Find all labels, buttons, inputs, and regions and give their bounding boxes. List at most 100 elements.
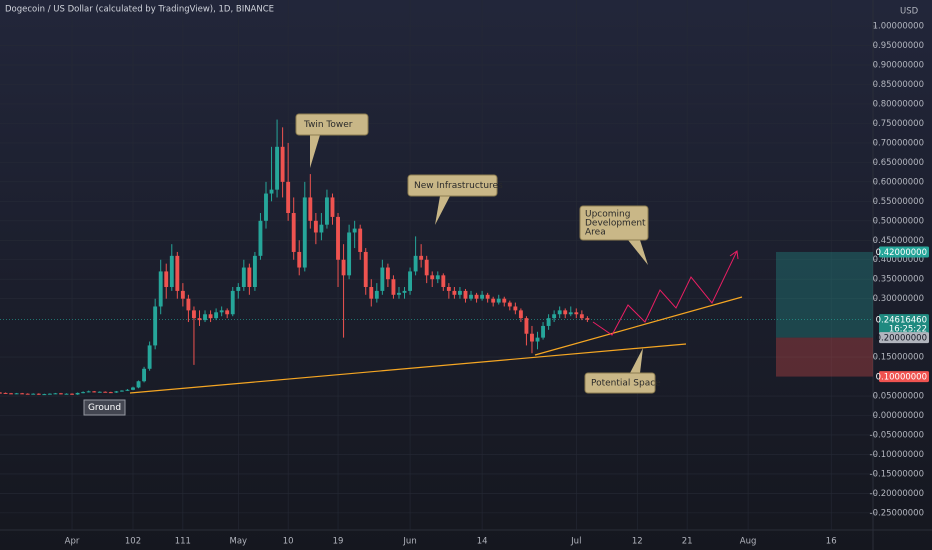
candle-body xyxy=(252,255,257,288)
loss-zone xyxy=(776,337,873,377)
price-tag-label: 0.20000000 xyxy=(876,334,927,344)
candle-body xyxy=(230,290,235,315)
y-tick-label: 0.55000000 xyxy=(873,197,924,207)
x-tick-label: May xyxy=(229,537,247,547)
candle-body xyxy=(574,312,579,315)
candle-body xyxy=(175,255,180,291)
candle-body xyxy=(164,271,169,288)
x-tick-label: Jun xyxy=(402,537,416,547)
y-tick-label: 0.00000000 xyxy=(873,411,924,421)
price-tag xyxy=(879,332,929,344)
candle-body xyxy=(269,189,274,194)
y-tick-label: 0.40000000 xyxy=(873,255,924,265)
y-tick-label: 0.45000000 xyxy=(873,236,924,246)
callout-tail xyxy=(310,135,320,168)
label-text: Ground xyxy=(88,403,121,413)
candle-body xyxy=(119,390,124,392)
candle-body xyxy=(325,197,329,225)
candle-body xyxy=(441,275,446,288)
x-tick-label: 10 xyxy=(283,537,294,547)
candle-body xyxy=(430,275,435,280)
candle-body xyxy=(491,298,496,303)
price-tag xyxy=(879,246,929,258)
price-tag xyxy=(879,314,929,335)
candle-body xyxy=(203,314,207,321)
candle-body xyxy=(9,393,14,395)
y-tick-label: 0.65000000 xyxy=(873,158,924,168)
y-tick-label: 0.75000000 xyxy=(873,119,924,129)
projection-path xyxy=(592,250,738,336)
callout-box xyxy=(295,113,369,136)
candle-body xyxy=(452,290,457,295)
candle-body xyxy=(108,392,113,394)
y-tick-label: 1.00000000 xyxy=(873,22,924,32)
callout: Twin Tower xyxy=(295,113,369,168)
position-zones xyxy=(0,251,873,377)
label: Ground xyxy=(83,399,126,416)
y-tick-label: 0.05000000 xyxy=(873,392,924,402)
candle-body xyxy=(457,290,462,295)
candle-body xyxy=(147,345,152,369)
candle-body xyxy=(31,393,36,395)
candle-body xyxy=(435,275,440,280)
y-tick-label: 0.90000000 xyxy=(873,61,924,71)
candle-body xyxy=(241,267,246,288)
candle-body xyxy=(535,337,540,342)
candle-body xyxy=(363,251,368,288)
candle-body xyxy=(225,310,230,315)
candle-body xyxy=(513,306,518,311)
y-tick-label: 0.70000000 xyxy=(873,138,924,148)
currency-label: USD xyxy=(900,7,919,17)
x-tick-label: 14 xyxy=(477,537,488,547)
y-tick-label: -0.25000000 xyxy=(870,508,924,518)
trend-line xyxy=(534,296,743,356)
candle-body xyxy=(64,393,69,395)
candle-body xyxy=(402,290,407,293)
callout-box xyxy=(584,372,656,394)
candle-body xyxy=(81,392,86,394)
candle-body xyxy=(419,255,424,260)
candle-body xyxy=(585,318,590,320)
candle-body xyxy=(3,392,8,394)
candle-body xyxy=(469,294,473,299)
y-tick-label: 0.80000000 xyxy=(873,99,924,109)
candle-body xyxy=(291,213,296,252)
candle-body xyxy=(557,310,562,315)
candle-body xyxy=(75,392,80,395)
callout-tail xyxy=(630,348,643,373)
candle-body xyxy=(524,318,529,334)
candle-body xyxy=(186,298,191,311)
y-tick-label: 0.35000000 xyxy=(873,275,924,285)
candle-body xyxy=(59,393,63,395)
candle-body xyxy=(446,287,451,291)
candle-body xyxy=(352,228,357,233)
candle-body xyxy=(507,302,512,307)
y-tick-label: -0.05000000 xyxy=(870,430,924,440)
callout: Upcoming Development Area xyxy=(579,205,649,265)
price-tag-label: 0.42000000 xyxy=(876,248,927,258)
candle-body xyxy=(385,267,390,280)
candle-body xyxy=(103,391,108,393)
price-tag-label: 0.10000000 xyxy=(876,373,927,383)
candle-body xyxy=(70,393,74,395)
chart-title: Dogecoin / US Dollar (calculated by Trad… xyxy=(5,5,274,15)
candle-body xyxy=(563,310,568,315)
candle-body xyxy=(0,392,2,394)
y-tick-label: 0.85000000 xyxy=(873,80,924,90)
candle-body xyxy=(541,325,545,338)
candle-body xyxy=(180,290,185,299)
x-tick-label: 102 xyxy=(125,537,141,547)
candle-body xyxy=(552,314,557,319)
candle-body xyxy=(413,255,418,272)
price-tag xyxy=(879,371,929,383)
trend-line xyxy=(129,343,687,394)
callout: Potential Space xyxy=(584,348,661,394)
candle-body xyxy=(280,146,285,182)
candle-body xyxy=(275,146,280,190)
projection-arrow xyxy=(729,250,739,260)
y-tick-label: 0.15000000 xyxy=(873,353,924,363)
candle-body xyxy=(114,391,119,393)
candle-body xyxy=(330,197,335,217)
candle-body xyxy=(264,193,268,221)
